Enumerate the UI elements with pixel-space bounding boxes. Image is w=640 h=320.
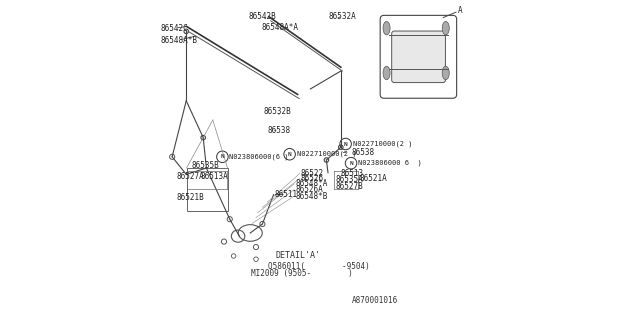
Text: 86521B: 86521B bbox=[177, 193, 204, 202]
Text: N: N bbox=[288, 152, 291, 157]
Text: N: N bbox=[344, 141, 348, 147]
Text: N023806000(6 ): N023806000(6 ) bbox=[230, 154, 289, 160]
Text: N: N bbox=[349, 161, 353, 166]
Circle shape bbox=[221, 239, 227, 244]
Text: N022710000(2 ): N022710000(2 ) bbox=[353, 141, 412, 147]
Text: 86522: 86522 bbox=[301, 169, 324, 178]
Circle shape bbox=[232, 254, 236, 258]
Text: 86532A: 86532A bbox=[329, 12, 356, 20]
Circle shape bbox=[253, 257, 259, 261]
Text: 86548A*B: 86548A*B bbox=[161, 36, 198, 44]
Text: 86538: 86538 bbox=[343, 148, 374, 157]
Ellipse shape bbox=[383, 66, 390, 80]
Text: 86513A: 86513A bbox=[201, 172, 228, 181]
Text: 86535A: 86535A bbox=[335, 175, 363, 184]
Circle shape bbox=[201, 135, 205, 140]
Text: A: A bbox=[458, 6, 462, 15]
Ellipse shape bbox=[442, 21, 449, 35]
Text: 86542B: 86542B bbox=[249, 12, 276, 21]
Text: 86548*A: 86548*A bbox=[295, 180, 328, 188]
Text: MI2009 (9505-        ): MI2009 (9505- ) bbox=[251, 269, 353, 278]
Text: 86527B: 86527B bbox=[335, 182, 363, 191]
Text: 86548*B: 86548*B bbox=[295, 192, 328, 201]
Text: Q586011(        -9504): Q586011( -9504) bbox=[268, 262, 370, 271]
Circle shape bbox=[324, 158, 329, 162]
FancyBboxPatch shape bbox=[392, 31, 445, 83]
Text: 86521A: 86521A bbox=[359, 174, 387, 183]
Circle shape bbox=[253, 244, 259, 250]
Text: 86526A: 86526A bbox=[295, 185, 323, 194]
Text: A870001016: A870001016 bbox=[351, 296, 397, 305]
Circle shape bbox=[260, 221, 265, 227]
Circle shape bbox=[227, 217, 232, 222]
Text: N: N bbox=[221, 154, 224, 159]
Text: DETAIL'A': DETAIL'A' bbox=[275, 251, 320, 260]
Text: 86532B: 86532B bbox=[264, 107, 292, 116]
Circle shape bbox=[184, 29, 189, 34]
Text: 86511: 86511 bbox=[275, 190, 298, 199]
Text: 86548A*A: 86548A*A bbox=[262, 23, 299, 32]
Text: N023806000 6  ): N023806000 6 ) bbox=[358, 160, 422, 166]
Text: 86538: 86538 bbox=[268, 126, 291, 135]
Ellipse shape bbox=[383, 21, 390, 35]
Ellipse shape bbox=[442, 66, 449, 80]
Text: 86535B: 86535B bbox=[191, 161, 219, 170]
Text: N022710000(2 ): N022710000(2 ) bbox=[297, 151, 356, 157]
Circle shape bbox=[170, 154, 175, 159]
Text: 86526: 86526 bbox=[301, 174, 324, 183]
Circle shape bbox=[339, 145, 343, 149]
Text: 86527A: 86527A bbox=[177, 172, 204, 181]
Text: 86542C: 86542C bbox=[161, 24, 189, 33]
Text: 86513: 86513 bbox=[340, 169, 364, 178]
